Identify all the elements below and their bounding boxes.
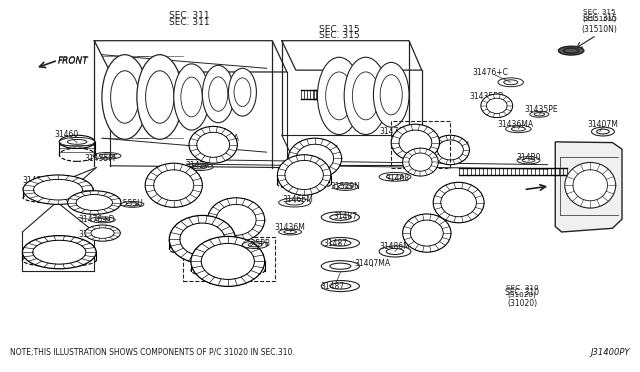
- Text: FRONT: FRONT: [58, 57, 89, 66]
- Ellipse shape: [317, 57, 361, 135]
- Bar: [391, 121, 450, 169]
- Text: SEC. 315: SEC. 315: [319, 31, 360, 40]
- Ellipse shape: [137, 55, 182, 139]
- Ellipse shape: [189, 126, 237, 163]
- Text: 31476+C: 31476+C: [472, 68, 508, 77]
- Ellipse shape: [202, 65, 234, 123]
- Text: 31529N: 31529N: [330, 182, 360, 190]
- Text: 31487: 31487: [333, 212, 358, 221]
- Ellipse shape: [68, 191, 121, 214]
- Text: 31435PA: 31435PA: [220, 211, 253, 220]
- Ellipse shape: [481, 94, 513, 118]
- Text: 31435PD: 31435PD: [469, 93, 504, 102]
- Ellipse shape: [145, 163, 202, 207]
- Ellipse shape: [373, 62, 409, 127]
- Ellipse shape: [277, 155, 331, 195]
- Text: 31435: 31435: [591, 167, 615, 177]
- Text: 31555U: 31555U: [113, 199, 143, 208]
- Ellipse shape: [170, 215, 236, 263]
- Text: 31476+B: 31476+B: [380, 127, 415, 136]
- Text: 31435PG: 31435PG: [23, 176, 58, 185]
- Text: SEC. 315: SEC. 315: [319, 25, 360, 35]
- Ellipse shape: [22, 235, 96, 269]
- Ellipse shape: [228, 68, 257, 116]
- Text: 3142A: 3142A: [186, 161, 210, 170]
- Ellipse shape: [403, 148, 438, 176]
- Ellipse shape: [403, 214, 451, 252]
- Text: 31476+D: 31476+D: [60, 196, 97, 205]
- Text: 31407MA: 31407MA: [354, 260, 390, 269]
- Text: FRONT: FRONT: [58, 56, 89, 65]
- Text: 31435PB: 31435PB: [236, 238, 270, 247]
- Text: 31436M: 31436M: [274, 223, 305, 232]
- Ellipse shape: [102, 55, 148, 139]
- Ellipse shape: [559, 46, 584, 55]
- Text: 314B0: 314B0: [516, 153, 541, 162]
- Ellipse shape: [433, 182, 484, 223]
- Text: 31473: 31473: [408, 157, 433, 166]
- Text: 31476+A: 31476+A: [204, 134, 239, 143]
- Text: 31487: 31487: [321, 282, 345, 291]
- Text: 31466M: 31466M: [282, 195, 313, 205]
- Text: 31436MA: 31436MA: [498, 120, 534, 129]
- Text: SEC. 315
(31510N): SEC. 315 (31510N): [582, 9, 617, 22]
- Ellipse shape: [344, 57, 387, 135]
- Ellipse shape: [207, 198, 265, 242]
- Polygon shape: [556, 142, 622, 232]
- Text: J31400PY: J31400PY: [591, 348, 630, 357]
- Text: 31435PE: 31435PE: [524, 105, 558, 114]
- Text: 31486F: 31486F: [444, 193, 473, 202]
- Text: 31473+A: 31473+A: [36, 257, 72, 266]
- Text: 31435PC: 31435PC: [304, 145, 339, 154]
- Text: SEC. 311: SEC. 311: [170, 12, 210, 20]
- Text: 31435PF: 31435PF: [84, 154, 117, 163]
- Text: SEC. 315
(31510N): SEC. 315 (31510N): [582, 15, 618, 34]
- Ellipse shape: [173, 64, 209, 130]
- Ellipse shape: [431, 135, 469, 165]
- Text: 31486F: 31486F: [413, 223, 441, 232]
- Text: 31460: 31460: [55, 130, 79, 139]
- Text: 31435P: 31435P: [158, 182, 187, 190]
- Ellipse shape: [191, 236, 265, 286]
- Text: 31440: 31440: [294, 162, 318, 171]
- Text: 31486M: 31486M: [380, 242, 410, 251]
- Ellipse shape: [288, 138, 342, 179]
- Ellipse shape: [23, 175, 93, 204]
- Ellipse shape: [84, 225, 120, 241]
- Text: 31487: 31487: [324, 238, 348, 247]
- Text: 31550N: 31550N: [440, 141, 470, 150]
- Bar: [183, 237, 275, 281]
- Text: 31453NA: 31453NA: [79, 230, 114, 239]
- Text: 31476+D: 31476+D: [78, 215, 115, 224]
- Text: 31453M: 31453M: [214, 257, 245, 266]
- Text: 31468: 31468: [385, 174, 410, 183]
- Text: SEC. 311: SEC. 311: [170, 18, 210, 27]
- Text: 31450: 31450: [190, 230, 214, 239]
- Ellipse shape: [391, 124, 440, 161]
- Text: SEC. 310
(31020): SEC. 310 (31020): [506, 285, 538, 298]
- Text: SEC. 310
(31020): SEC. 310 (31020): [505, 289, 539, 308]
- Text: NOTE;THIS ILLUSTRATION SHOWS COMPONENTS OF P/C 31020 IN SEC.310.: NOTE;THIS ILLUSTRATION SHOWS COMPONENTS …: [10, 348, 294, 357]
- Ellipse shape: [564, 163, 616, 208]
- Text: 31407M: 31407M: [588, 120, 618, 129]
